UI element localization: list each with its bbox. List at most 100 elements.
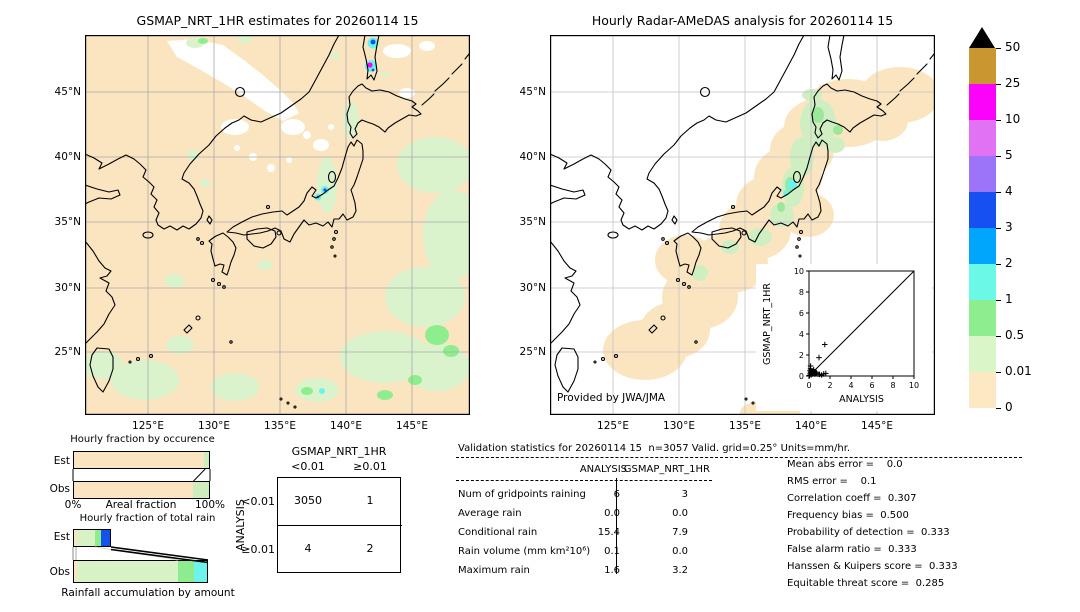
inset-tick-label: 0 — [806, 381, 811, 390]
lon-label: 125°E — [132, 420, 164, 432]
stats-value-gsmap: 3 — [681, 489, 688, 500]
score-line: Hanssen & Kuipers score = 0.333 — [787, 561, 958, 572]
colorbar-tick-label: 25 — [1005, 76, 1021, 90]
score-line: Equitable threat score = 0.285 — [787, 578, 945, 589]
inset-ylabel: GSMAP_NRT_1HR — [762, 283, 773, 365]
xtick-100pct: 100% — [194, 499, 226, 511]
lat-label: 35°N — [519, 216, 546, 228]
inset-tick-label: 0 — [799, 372, 804, 381]
contingency-col-label: <0.01 — [291, 460, 325, 473]
scatter-point — [816, 354, 822, 361]
bar-segment — [100, 530, 110, 546]
colorbar-tick-label: 4 — [1005, 184, 1013, 198]
stats-value-gsmap: 3.2 — [672, 565, 688, 576]
bar-segment — [77, 561, 178, 582]
colorbar-band — [969, 120, 996, 156]
totalrain-est-bar — [73, 529, 111, 547]
inset-ticks: 0 2 4 6 8 10 0 2 4 6 8 10 — [794, 267, 919, 390]
lon-label: 135°E — [264, 420, 296, 432]
colorbar-tick — [996, 191, 1001, 193]
colorbar-band — [969, 372, 996, 408]
lat-label: 40°N — [519, 151, 546, 163]
lon-label: 145°E — [861, 420, 893, 432]
stats-value-analysis: 15.4 — [597, 527, 620, 538]
inset-tick-label: 2 — [799, 351, 804, 360]
bar-connector-lines — [72, 468, 211, 564]
inset-tick-label: 10 — [794, 267, 804, 276]
divider — [456, 480, 712, 481]
inset-scatter-panel: 0 2 4 6 8 10 0 2 4 6 8 10 ANALYSIS GSMAP_NRT_1HR — [756, 264, 932, 411]
colorbar-tick — [996, 155, 1001, 157]
stats-row-label: Num of gridpoints raining — [458, 489, 586, 500]
bar-segment — [74, 530, 77, 546]
score-line: RMS error = 0.1 — [787, 476, 877, 487]
bar-segment — [193, 561, 207, 582]
moderate-precip-patches — [198, 38, 459, 400]
scatter-point — [822, 341, 828, 348]
bar-segment — [177, 561, 194, 582]
lat-label: 25°N — [54, 346, 81, 358]
colorbar-tick-label: 0 — [1005, 400, 1013, 414]
occurrence-obs-bar — [73, 481, 210, 499]
bar-segment — [204, 452, 209, 468]
lat-label: 30°N — [519, 282, 546, 294]
stats-row-label: Average rain — [458, 508, 522, 519]
stats-row-label: Rain volume (mm km²10⁶) — [458, 546, 591, 557]
coastlines — [85, 35, 470, 409]
heavy-precip-spots — [314, 37, 379, 394]
credit-text: Provided by JWA/JMA — [557, 392, 666, 404]
est-row-label: Est — [53, 455, 70, 467]
score-line: Mean abs error = 0.0 — [787, 459, 903, 470]
map-frame — [550, 35, 935, 415]
colorbar-tick — [996, 47, 1001, 49]
scatter-point — [823, 370, 829, 377]
colorbar-tick — [996, 119, 1001, 121]
xtick-0pct: 0% — [64, 499, 82, 511]
colorbar-tick-label: 10 — [1005, 112, 1021, 126]
colorbar-tick — [996, 263, 1001, 265]
occurrence-chart-title: Hourly fraction by occurence — [70, 434, 215, 445]
gsmap-estimate-map — [85, 35, 470, 415]
divider — [456, 457, 1022, 458]
gridlines — [85, 35, 470, 415]
lon-label: 140°E — [795, 420, 827, 432]
right-map-title: Hourly Radar-AMeDAS analysis for 2026011… — [591, 13, 894, 28]
contingency-cell: 2 — [366, 542, 374, 555]
bar-segment — [74, 561, 78, 582]
lon-label: 140°E — [330, 420, 362, 432]
stats-value-analysis: 1.6 — [604, 565, 620, 576]
colorbar-band — [969, 84, 996, 120]
inset-tick-label: 2 — [827, 381, 832, 390]
inset-scatter: 0 2 4 6 8 10 0 2 4 6 8 10 ANALYSIS GSMAP_NRT_1HR — [762, 267, 919, 405]
inset-tick-label: 6 — [799, 309, 804, 318]
colorbar-band — [969, 228, 996, 264]
stats-col-gsmap: GSMAP_NRT_1HR — [623, 464, 710, 475]
contingency-col-header: GSMAP_NRT_1HR — [291, 445, 387, 458]
colorbar-overflow-triangle — [969, 27, 995, 48]
colorbar — [969, 48, 996, 408]
colorbar-band — [969, 48, 996, 84]
lat-label: 35°N — [54, 216, 81, 228]
inset-tick-label: 10 — [909, 381, 919, 390]
score-line: Correlation coeff = 0.307 — [787, 493, 917, 504]
lon-label: 130°E — [663, 420, 695, 432]
lon-label: 130°E — [198, 420, 230, 432]
colorbar-band — [969, 156, 996, 192]
inset-tick-label: 6 — [869, 381, 874, 390]
occurrence-xlabel: Areal fraction — [105, 499, 177, 511]
stats-title: Validation statistics for 20260114 15 n=… — [458, 443, 851, 454]
colorbar-band — [969, 264, 996, 300]
inset-tick-label: 8 — [890, 381, 895, 390]
inset-tick-label: 4 — [848, 381, 853, 390]
lat-label: 25°N — [519, 346, 546, 358]
inset-xlabel: ANALYSIS — [839, 394, 884, 405]
contingency-cell: 1 — [366, 494, 374, 507]
contingency-col-label: ≥0.01 — [353, 460, 387, 473]
colorbar-tick-label: 1 — [1005, 292, 1013, 306]
contingency-table — [277, 477, 618, 574]
lat-label: 30°N — [54, 282, 81, 294]
colorbar-tick-label: 2 — [1005, 256, 1013, 270]
colorbar-band — [969, 336, 996, 372]
lon-label: 125°E — [597, 420, 629, 432]
